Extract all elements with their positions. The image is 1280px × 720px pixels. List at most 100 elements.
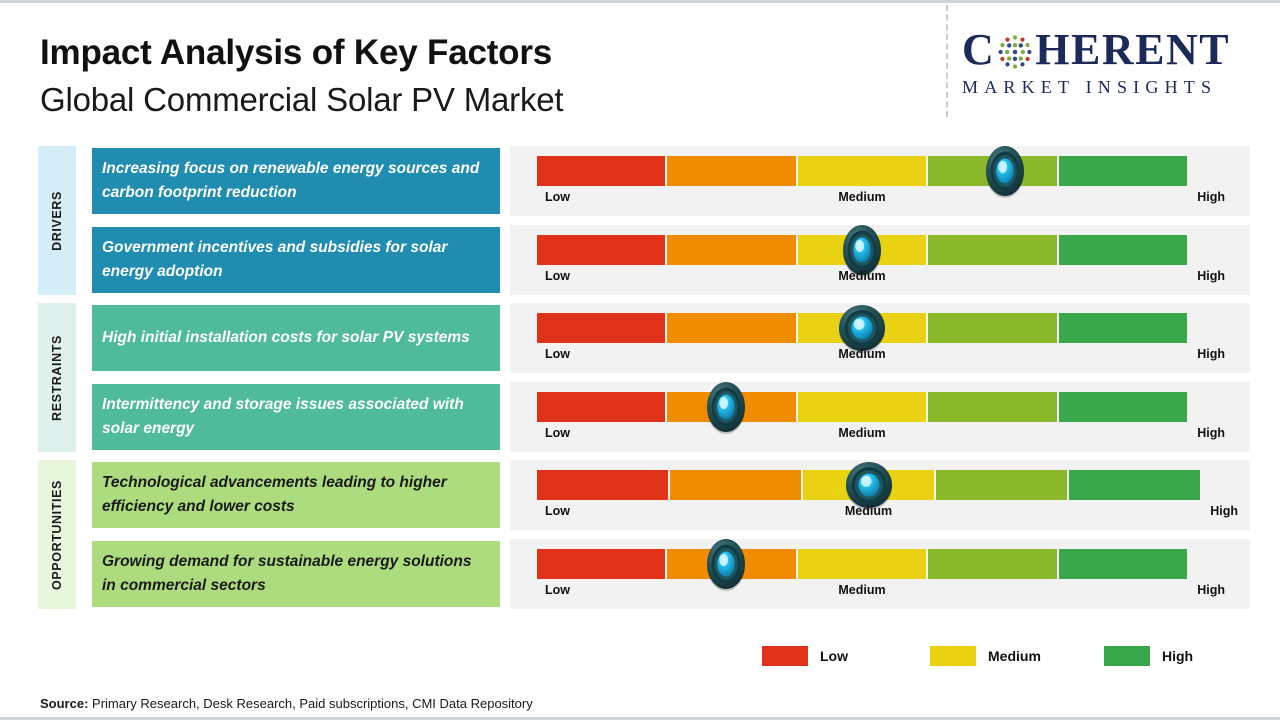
title-block: Impact Analysis of Key Factors Global Co… <box>40 31 564 123</box>
source-note: Source: Primary Research, Desk Research,… <box>40 696 533 711</box>
category-label-drivers: DRIVERS <box>38 146 76 295</box>
logo-tagline: MARKET INSIGHTS <box>962 77 1218 97</box>
gauge-segment-2 <box>667 235 796 265</box>
gauge-segment-1 <box>537 235 666 265</box>
scale-label-low: Low <box>545 190 570 204</box>
gauge-segment-4 <box>928 392 1057 422</box>
header: Impact Analysis of Key Factors Global Co… <box>0 3 1280 135</box>
globe-sphere-icon <box>996 31 1034 69</box>
gauge-segment-1 <box>537 313 666 343</box>
gauge-segment-5 <box>1058 549 1187 579</box>
impact-marker[interactable] <box>838 301 886 355</box>
scale-label-medium: Medium <box>838 583 886 597</box>
impact-gauge-bar <box>537 235 1187 265</box>
gauge-segment-1 <box>537 392 666 422</box>
scale-label-low: Low <box>545 583 570 597</box>
factor-text: Technological advancements leading to hi… <box>102 474 447 515</box>
gauge-segment-3 <box>797 156 927 186</box>
scale-label-medium: Medium <box>838 426 886 440</box>
scale-label-high: High <box>1210 504 1238 518</box>
factor-text: Growing demand for sustainable energy so… <box>102 553 472 594</box>
gauge-scale-labels: Low Medium High <box>537 269 1225 289</box>
gauge-scale-labels: Low Medium High <box>537 347 1225 367</box>
factor-text: Increasing focus on renewable energy sou… <box>102 160 480 201</box>
coherent-market-insights-logo: C <box>962 25 1262 107</box>
factor-box[interactable]: High initial installation costs for sola… <box>92 305 500 371</box>
scale-label-high: High <box>1197 583 1225 597</box>
gauge-segment-3 <box>797 549 927 579</box>
category-label-opportunities: OPPORTUNITIES <box>38 460 76 609</box>
gauge-segment-2 <box>670 470 801 500</box>
header-divider <box>946 5 948 117</box>
legend-label: Medium <box>988 648 1041 664</box>
legend-label: High <box>1162 648 1194 664</box>
legend: Low Medium High <box>762 646 1222 672</box>
gauge-segment-4 <box>936 470 1067 500</box>
gauge-scale-labels: Low Medium High <box>537 583 1225 603</box>
factor-text: Government incentives and subsidies for … <box>102 239 448 280</box>
scale-label-high: High <box>1197 269 1225 283</box>
scale-label-medium: Medium <box>838 190 886 204</box>
scale-label-low: Low <box>545 426 570 440</box>
legend-item: Medium <box>930 646 1041 666</box>
gauge-segment-4 <box>928 235 1057 265</box>
impact-marker[interactable] <box>705 380 747 434</box>
impact-gauge-bar <box>537 156 1187 186</box>
impact-gauge-bar <box>537 470 1200 500</box>
factor-text: High initial installation costs for sola… <box>102 329 470 346</box>
legend-item: Low <box>762 646 848 666</box>
factor-box[interactable]: Increasing focus on renewable energy sou… <box>92 148 500 214</box>
logo-wordmark: C <box>962 24 1262 74</box>
impact-gauge-bar <box>537 392 1187 422</box>
legend-swatch <box>762 646 808 666</box>
category-label-restraints: RESTRAINTS <box>38 303 76 452</box>
scale-label-high: High <box>1197 190 1225 204</box>
gauge-segment-4 <box>928 313 1057 343</box>
gauge-segment-1 <box>537 470 668 500</box>
gauge-row: Low Medium High <box>510 303 1250 373</box>
factor-text: Intermittency and storage issues associa… <box>102 396 464 437</box>
gauge-segment-5 <box>1069 470 1200 500</box>
impact-marker[interactable] <box>984 144 1026 198</box>
page-title: Impact Analysis of Key Factors <box>40 33 553 72</box>
impact-gauge-bar <box>537 549 1187 579</box>
scale-label-high: High <box>1197 347 1225 361</box>
scale-label-low: Low <box>545 269 570 283</box>
gauge-row: Low Medium High <box>510 146 1250 216</box>
gauge-row: Low Medium High <box>510 382 1250 452</box>
scale-label-low: Low <box>545 504 570 518</box>
impact-marker[interactable] <box>705 537 747 591</box>
gauge-row: Low Medium High <box>510 225 1250 295</box>
gauge-segment-1 <box>537 549 666 579</box>
legend-swatch <box>1104 646 1150 666</box>
gauge-row: Low Medium High <box>510 539 1250 609</box>
gauge-segment-2 <box>667 156 796 186</box>
legend-label: Low <box>820 648 848 664</box>
gauge-scale-labels: Low Medium High <box>537 426 1225 446</box>
logo-letter-c: C <box>962 24 996 74</box>
legend-swatch <box>930 646 976 666</box>
impact-marker[interactable] <box>845 458 893 512</box>
factor-box[interactable]: Technological advancements leading to hi… <box>92 462 500 528</box>
factor-box[interactable]: Intermittency and storage issues associa… <box>92 384 500 450</box>
gauge-segment-5 <box>1058 392 1187 422</box>
logo-letters-herent: HERENT <box>1035 24 1231 74</box>
scale-label-medium: Medium <box>838 347 886 361</box>
category-label-text: DRIVERS <box>50 190 64 251</box>
page-subtitle: Global Commercial Solar PV Market <box>40 81 564 118</box>
factor-box[interactable]: Government incentives and subsidies for … <box>92 227 500 293</box>
category-label-text: RESTRAINTS <box>50 334 64 421</box>
impact-marker[interactable] <box>841 223 883 277</box>
gauge-row: Low Medium High <box>510 460 1250 530</box>
gauge-segment-5 <box>1058 156 1187 186</box>
scale-label-low: Low <box>545 347 570 361</box>
gauge-segment-2 <box>667 313 796 343</box>
factor-box[interactable]: Growing demand for sustainable energy so… <box>92 541 500 607</box>
gauge-segment-5 <box>1058 313 1187 343</box>
gauge-scale-labels: Low Medium High <box>537 504 1238 524</box>
legend-item: High <box>1104 646 1193 666</box>
gauge-segment-3 <box>797 392 927 422</box>
gauge-segment-4 <box>928 549 1057 579</box>
scale-label-medium: Medium <box>838 269 886 283</box>
